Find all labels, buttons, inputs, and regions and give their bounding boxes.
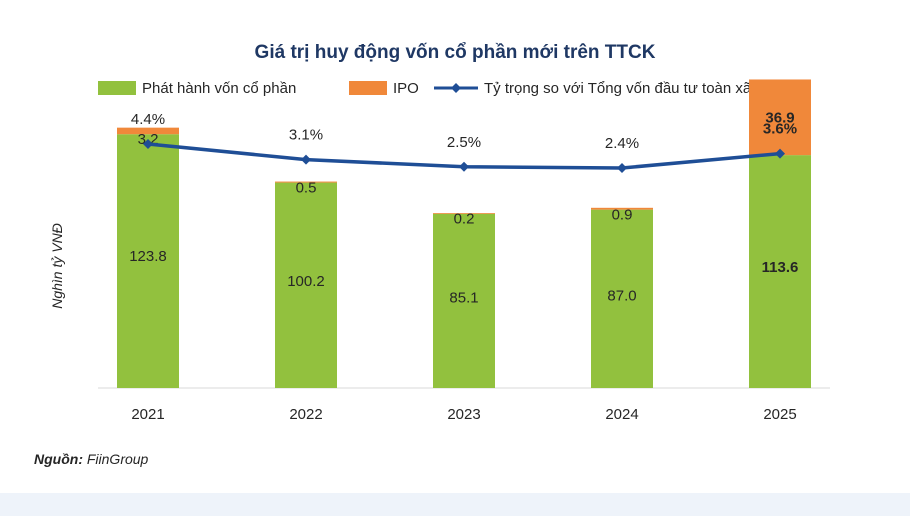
bar-2023-equity [433, 213, 495, 388]
x-tick-2025: 2025 [763, 406, 796, 423]
y-axis-label: Nghìn tỷ VNĐ [49, 223, 65, 309]
bar-2025-ipo [749, 79, 811, 156]
bar-2025-equity [749, 155, 811, 388]
marker-2022 [301, 154, 311, 165]
label-2022-equity: 100.2 [287, 273, 325, 290]
bar-2021-ipo [117, 127, 179, 135]
marker-2024 [617, 163, 627, 173]
chart-title: Giá trị huy động vốn cổ phần mới trên TT… [255, 42, 656, 63]
pct-label-2021: 4.4% [131, 111, 165, 128]
marker-2025 [775, 148, 785, 159]
label-2023-equity: 85.1 [449, 289, 478, 306]
legend: Phát hành vốn cổ phần IPO Tỷ trọng so với … [98, 80, 775, 97]
bar-2021-equity [117, 134, 179, 388]
footer-strip [0, 493, 910, 516]
pct-label-2023: 2.5% [447, 134, 481, 151]
source-value: FiinGroup [86, 451, 149, 467]
x-tick-2021: 2021 [131, 406, 164, 423]
legend-swatch-ipo [349, 81, 387, 95]
bar-2024-ipo [591, 207, 653, 210]
legend-label-equity: Phát hành vốn cổ phần [142, 80, 296, 97]
label-2025-equity: 113.6 [762, 259, 799, 276]
x-tick-2024: 2024 [605, 406, 638, 423]
label-2024-ipo: 0.9 [612, 207, 633, 224]
label-2023-ipo: 0.2 [454, 211, 475, 228]
legend-swatch-share-marker [451, 83, 461, 93]
x-ticks: 2021 2022 2023 2024 2025 [131, 406, 796, 423]
x-tick-2022: 2022 [289, 406, 322, 423]
marker-2021 [143, 139, 153, 149]
pct-label-2025: 3.6% [763, 121, 797, 138]
pct-label-2024: 2.4% [605, 135, 639, 152]
bar-2022-equity [275, 182, 337, 388]
label-2025-ipo: 36.9 [765, 109, 794, 126]
bar-2023-ipo [433, 213, 495, 214]
marker-2023 [459, 161, 469, 172]
legend-label-ipo: IPO [393, 80, 419, 97]
pct-label-2022: 3.1% [289, 127, 323, 144]
bar-2022-ipo [275, 181, 337, 183]
source-note: Nguồn: FiinGroup [34, 451, 148, 467]
legend-swatch-equity [98, 81, 136, 95]
legend-label-share: Tỷ trọng so với Tổng vốn đầu tư toàn xã … [484, 80, 775, 97]
label-2024-equity: 87.0 [607, 287, 636, 304]
line-layer: 4.4% 3.1% 2.5% 2.4% 3.6% [131, 111, 797, 173]
label-2021-equity: 123.8 [129, 248, 167, 265]
x-tick-2023: 2023 [447, 406, 480, 423]
source-label: Nguồn: [34, 451, 83, 467]
bar-2024-equity [591, 209, 653, 388]
label-2022-ipo: 0.5 [296, 180, 317, 197]
